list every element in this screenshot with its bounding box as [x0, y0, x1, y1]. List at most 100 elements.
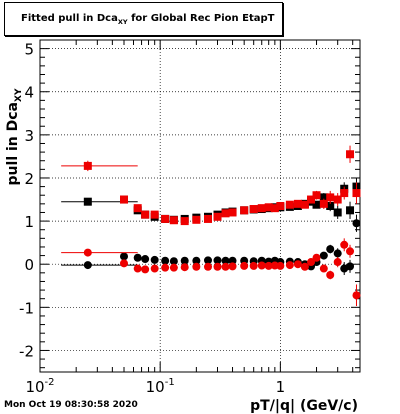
data-point-circle [240, 261, 249, 270]
data-point-circle [161, 256, 170, 265]
data-point-circle [312, 253, 321, 262]
plot-frame [39, 39, 361, 373]
x-tick-label: 10-2 [25, 377, 54, 396]
data-point-circle [346, 247, 355, 256]
series-1 [61, 145, 361, 226]
axis-ticks [39, 40, 360, 372]
data-point-circle [83, 261, 92, 270]
data-point-square [192, 215, 201, 224]
data-point-square [264, 203, 273, 212]
y-axis-label: pull in DcaXY [5, 88, 24, 185]
data-point-circle [276, 261, 285, 270]
x-tick-label-base: 10 [25, 378, 44, 396]
data-point-square [319, 199, 328, 208]
timestamp: Mon Oct 19 08:30:58 2020 [4, 400, 138, 410]
y-tick-label: 4 [24, 84, 34, 102]
title-box: Fitted pull in DcaXY for Global Rec Pion… [4, 2, 283, 36]
data-point-circle [228, 256, 237, 265]
series-3 [61, 238, 361, 307]
data-point-square [312, 200, 321, 209]
data-point-circle [293, 260, 302, 269]
data-point-square [169, 216, 178, 225]
x-tick-label: 1 [276, 378, 286, 396]
data-point-square [276, 202, 285, 210]
data-point-square [203, 214, 212, 223]
data-series [61, 145, 361, 307]
data-point-circle [228, 262, 237, 271]
data-point-circle [83, 248, 92, 257]
data-point-circle [213, 256, 222, 265]
data-point-square [270, 204, 279, 213]
data-point-square [221, 209, 230, 218]
data-point-circle [150, 264, 159, 273]
data-point-circle [333, 258, 342, 267]
data-point-square [352, 189, 361, 198]
data-point-circle [307, 258, 316, 267]
data-point-circle [319, 251, 328, 260]
x-axis-label: pT/|q| (GeV/c) [250, 398, 358, 414]
y-tick-label: -2 [19, 342, 34, 360]
data-point-circle [249, 261, 258, 270]
data-point-square [307, 195, 316, 204]
data-point-square [213, 212, 222, 221]
data-point-circle [203, 256, 212, 265]
data-point-circle [192, 262, 201, 271]
data-point-circle [141, 255, 150, 264]
data-point-circle [192, 256, 201, 265]
data-point-square [346, 150, 355, 159]
data-point-circle [119, 259, 128, 268]
data-point-circle [221, 262, 230, 271]
data-point-square [180, 217, 189, 226]
data-point-square [285, 200, 294, 209]
y-tick-label: 1 [24, 213, 34, 231]
data-point-circle [319, 264, 328, 273]
data-point-circle [180, 263, 189, 272]
x-tick-label-base: 1 [276, 378, 286, 396]
data-point-square [249, 205, 258, 214]
data-point-square [333, 195, 342, 204]
y-tick-label: 0 [24, 256, 34, 274]
data-point-square [326, 202, 335, 210]
data-point-square [346, 206, 355, 215]
data-point-square [340, 189, 349, 198]
data-point-circle [221, 256, 230, 265]
data-point-square [312, 191, 321, 200]
data-point-circle [169, 263, 178, 272]
data-point-circle [119, 252, 128, 261]
data-point-square [228, 208, 237, 217]
y-axis-label-subscript: XY [14, 88, 24, 102]
data-point-square [83, 161, 92, 170]
data-point-square [240, 206, 249, 215]
data-point-circle [257, 261, 266, 270]
data-point-square [161, 214, 170, 223]
data-point-circle [300, 262, 309, 271]
chart-title-prefix: Fitted pull in Dca [21, 13, 118, 24]
x-tick-label-exponent: -2 [45, 377, 55, 388]
data-point-circle [150, 255, 159, 264]
data-point-square [83, 197, 92, 206]
y-tick-label: -1 [19, 299, 34, 317]
y-tick-label: 2 [24, 170, 34, 188]
y-tick-label: 3 [24, 127, 34, 145]
data-point-circle [346, 262, 355, 271]
data-point-square [300, 200, 309, 209]
data-point-square [333, 208, 342, 217]
x-tick-label-exponent: -1 [165, 377, 175, 388]
data-point-circle [285, 261, 294, 270]
data-point-square [257, 204, 266, 213]
data-point-circle [352, 291, 361, 300]
data-point-square [319, 193, 328, 202]
data-point-circle [326, 245, 335, 254]
data-point-circle [141, 265, 150, 274]
data-point-circle [169, 257, 178, 266]
data-point-square [150, 210, 159, 219]
data-point-circle [161, 263, 170, 272]
chart-title-suffix: for Global Rec Pion EtapT [127, 13, 275, 24]
y-axis-label-text: pull in Dca [5, 102, 21, 185]
x-tick-label-base: 10 [146, 378, 165, 396]
x-tick-label: 10-1 [146, 377, 175, 396]
data-point-square [293, 199, 302, 208]
